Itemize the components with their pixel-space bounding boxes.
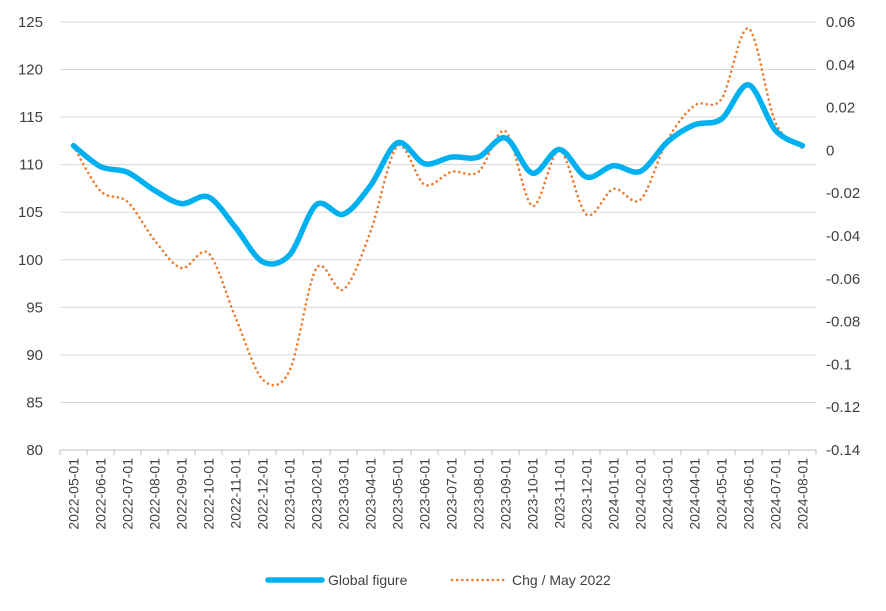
x-axis: 2022-05-01 2022-06-01 2022-07-01 2022-08-01… <box>59 449 817 530</box>
x-tick-label: 2022-10-01 <box>201 458 217 530</box>
x-tick-label: 2023-06-01 <box>417 458 433 530</box>
y-tick-label: 120 <box>18 62 43 79</box>
series-lines <box>70 27 806 387</box>
x-tick-label: 2024-07-01 <box>768 458 784 530</box>
x-tick-label: 2022-05-01 <box>66 458 82 530</box>
left-y-axis: 80 85 90 95 100 105 110 115 120 125 <box>18 14 43 459</box>
y-tick-label: 100 <box>18 252 43 269</box>
x-tick-label: 2022-07-01 <box>120 458 136 530</box>
right-y-axis: -0.14 -0.12 -0.1 -0.08 -0.06 -0.04 -0.02 0 0.02 0… <box>826 14 860 459</box>
x-tick-label: 2022-06-01 <box>93 458 109 530</box>
x-tick-label: 2023-10-01 <box>525 458 541 530</box>
y2-tick-label: -0.06 <box>826 271 860 288</box>
y2-tick-label: -0.02 <box>826 185 860 202</box>
x-tick-label: 2024-03-01 <box>660 458 676 530</box>
x-tick-label: 2023-04-01 <box>363 458 379 530</box>
y-tick-label: 110 <box>19 157 43 174</box>
y2-tick-label: -0.14 <box>826 442 860 459</box>
y2-tick-label: -0.08 <box>826 314 860 331</box>
y-tick-label: 95 <box>26 299 43 316</box>
x-tick-label: 2023-11-01 <box>552 458 568 529</box>
y-tick-label: 115 <box>19 109 43 126</box>
x-tick-label: 2023-12-01 <box>579 458 595 530</box>
y2-tick-label: 0.06 <box>826 14 855 31</box>
legend-label-global-figure: Global figure <box>328 572 408 588</box>
x-tick-label: 2023-08-01 <box>471 458 487 530</box>
y2-tick-label: -0.04 <box>826 228 860 245</box>
x-tick-label: 2023-05-01 <box>390 458 406 530</box>
y-tick-label: 90 <box>26 347 43 364</box>
gridlines <box>60 21 816 451</box>
x-tick-label: 2024-01-01 <box>606 458 622 530</box>
x-tick-label: 2022-12-01 <box>255 458 271 530</box>
x-tick-label: 2022-09-01 <box>174 458 190 530</box>
y2-tick-label: 0.04 <box>826 57 855 74</box>
y2-tick-label: 0 <box>826 142 834 159</box>
x-tick-label: 2024-05-01 <box>714 458 730 530</box>
y2-tick-label: -0.12 <box>826 399 860 416</box>
series-line-chg-may-2022 <box>72 27 804 387</box>
x-tick-label: 2022-11-01 <box>228 458 244 529</box>
y-tick-label: 85 <box>26 394 43 411</box>
x-tick-label: 2023-07-01 <box>444 458 460 530</box>
x-tick-label: 2024-02-01 <box>633 458 649 530</box>
series-line-global-figure <box>70 82 806 267</box>
x-tick-label: 2023-03-01 <box>336 458 352 530</box>
x-tick-label: 2022-08-01 <box>147 458 163 530</box>
legend: Global figure Chg / May 2022 <box>265 572 611 588</box>
y-tick-label: 125 <box>18 14 43 31</box>
y2-tick-label: -0.1 <box>826 356 852 373</box>
x-tick-label: 2024-08-01 <box>795 458 811 530</box>
y-tick-label: 105 <box>18 204 43 221</box>
legend-label-chg-may-2022: Chg / May 2022 <box>512 572 611 588</box>
y2-tick-label: 0.02 <box>826 100 855 117</box>
x-tick-label: 2023-01-01 <box>282 458 298 530</box>
y-tick-label: 80 <box>26 442 43 459</box>
x-tick-label: 2023-09-01 <box>498 458 514 530</box>
x-tick-label: 2023-02-01 <box>309 458 325 530</box>
x-tick-label: 2024-04-01 <box>687 458 703 530</box>
x-tick-label: 2024-06-01 <box>741 458 757 530</box>
